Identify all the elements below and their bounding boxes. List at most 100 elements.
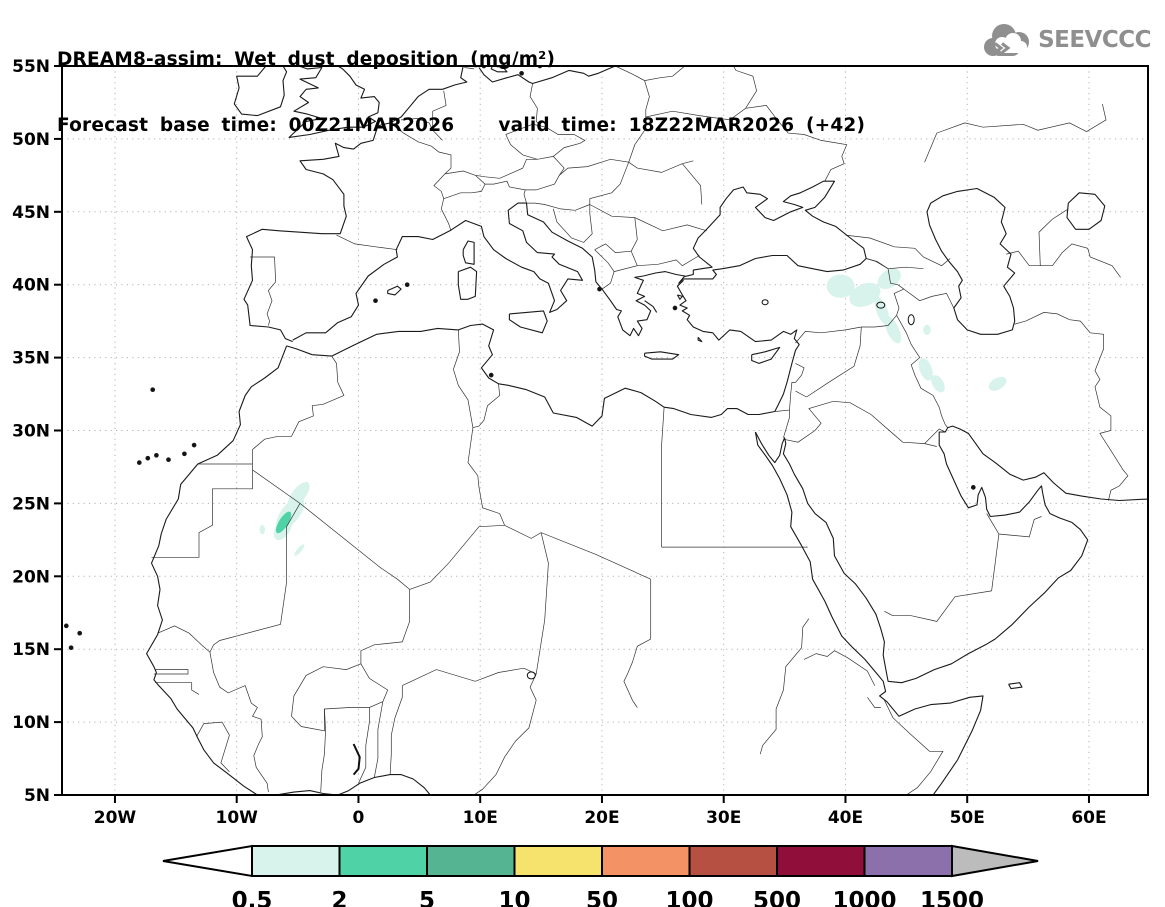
island-dot — [154, 452, 159, 458]
coastline — [644, 351, 680, 360]
coastline — [275, 774, 431, 795]
border-line — [682, 163, 703, 205]
coastline — [1066, 192, 1106, 230]
dust-patch-c-iran-smudge — [988, 376, 1007, 391]
border-line — [250, 256, 277, 326]
colorbar-segment-5 — [601, 845, 691, 877]
island-dot — [136, 460, 142, 465]
colorbar-label-1500: 1500 — [920, 888, 984, 907]
border-line — [896, 315, 948, 428]
border-line — [464, 67, 475, 70]
border-line — [783, 410, 790, 438]
x-tick-label-20W: 20W — [94, 808, 137, 828]
border-line — [153, 669, 189, 675]
colorbar-segment-4 — [513, 845, 603, 877]
border-line — [467, 383, 505, 526]
coastline — [490, 66, 508, 73]
border-line — [475, 158, 538, 179]
colorbar-label-0.5: 0.5 — [232, 888, 273, 907]
coastline — [233, 66, 288, 117]
border-line — [795, 363, 805, 383]
border-line — [759, 618, 810, 755]
x-tick-label-10E: 10E — [463, 808, 498, 828]
y-tick-label-25N: 25N — [12, 494, 50, 514]
colorbar-segment-1 — [251, 845, 341, 877]
border-line — [833, 400, 937, 447]
border-line — [209, 503, 301, 653]
border-line — [389, 685, 403, 775]
lake-volta — [352, 743, 361, 776]
coastline — [478, 66, 616, 85]
y-tick-label-50N: 50N — [12, 130, 50, 150]
island-dot — [970, 485, 976, 490]
border-line — [733, 66, 757, 109]
coastline — [697, 336, 703, 343]
colorbar-underflow-arrow — [162, 844, 253, 878]
border-line — [291, 663, 389, 732]
border-line — [252, 355, 345, 464]
x-tick-label-10W: 10W — [216, 808, 259, 828]
border-line — [196, 721, 230, 772]
cloud-icon — [984, 24, 1030, 56]
border-line — [645, 105, 848, 182]
lake-outline — [876, 301, 886, 309]
dust-patch-mauritania-dot — [259, 524, 265, 535]
border-line — [628, 80, 650, 163]
y-tick-label-55N: 55N — [12, 57, 50, 77]
border-line — [903, 288, 955, 309]
coastlines — [63, 66, 1148, 795]
border-line — [320, 708, 326, 793]
border-line — [623, 579, 652, 708]
border-line — [803, 650, 876, 686]
coastline — [683, 180, 867, 280]
y-tick-label-15N: 15N — [12, 640, 50, 660]
y-tick-label-40N: 40N — [12, 276, 50, 296]
border-line — [444, 170, 476, 176]
seevccc-logo: SEEVCCC — [980, 20, 1151, 60]
border-line — [360, 589, 410, 664]
border-line — [884, 590, 992, 622]
island-dot — [145, 455, 151, 461]
dust-patch-mali-core — [275, 511, 292, 534]
border-line — [589, 204, 707, 232]
border-line — [1014, 312, 1129, 501]
y-tick-label-45N: 45N — [12, 203, 50, 223]
coastline — [1008, 682, 1023, 690]
x-tick-label-40E: 40E — [828, 808, 863, 828]
y-tick-label-5N: 5N — [24, 786, 50, 806]
title-text: DREAM8-assim: Wet dust deposition (mg/m²… — [57, 49, 556, 70]
dust-patch-mali-streak-south — [294, 544, 305, 556]
colorbar: 0.5 2 5 10 50 100 500 1000 1500 — [162, 844, 1039, 907]
island-dot — [63, 623, 69, 629]
island-dot — [672, 305, 678, 311]
border-line — [630, 217, 638, 266]
y-tick-label-30N: 30N — [12, 422, 50, 442]
border-line — [401, 118, 443, 141]
island-dot — [373, 298, 378, 304]
border-line — [409, 524, 505, 590]
border-line — [209, 652, 269, 793]
x-tick-label-0: 0 — [353, 808, 365, 828]
border-line — [924, 428, 946, 444]
border-line — [615, 66, 686, 81]
border-line — [504, 524, 651, 580]
coastline — [754, 431, 984, 795]
coastline — [644, 300, 658, 313]
dust-patch-turkey-iraq-border — [884, 316, 902, 344]
x-tick-label-60E: 60E — [1071, 808, 1106, 828]
border-line — [774, 382, 796, 412]
border-line — [783, 400, 834, 443]
dust-patch-w-iran-blob-2 — [931, 375, 945, 393]
lake-outline — [761, 299, 769, 306]
border-line — [795, 315, 897, 344]
island-dot — [150, 387, 156, 393]
border-line — [432, 90, 447, 131]
y-tick-label-35N: 35N — [12, 349, 50, 369]
coastline — [676, 294, 683, 300]
border-line — [157, 625, 211, 653]
border-line — [845, 234, 951, 267]
border-line — [535, 532, 549, 675]
border-line — [866, 258, 889, 270]
colorbar-label-100: 100 — [665, 888, 713, 907]
